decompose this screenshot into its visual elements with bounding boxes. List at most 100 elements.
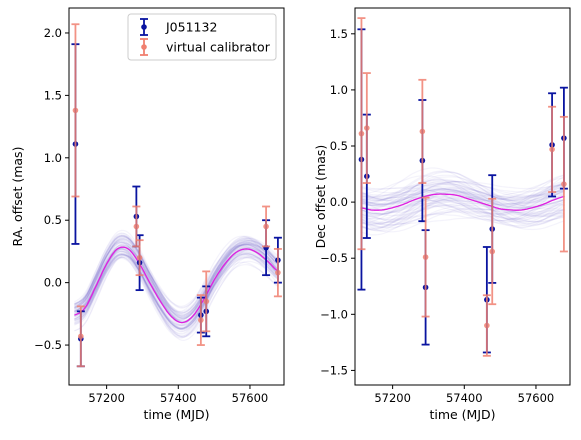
posterior-trace [360,194,565,222]
legend-marker-j051132 [140,18,148,36]
posterior-trace [74,254,279,329]
x-tick-label: 57600 [232,391,269,405]
posterior-trace [74,252,279,330]
axes-frame [354,7,571,386]
posterior-trace [360,208,565,233]
posterior-trace [360,171,565,216]
posterior-trace [360,167,565,211]
y-tick-label: 0.5 [44,213,62,227]
posterior-trace [74,236,279,315]
y-tick-label: 0.0 [44,276,62,290]
posterior-trace [360,183,565,201]
posterior-trace [360,187,565,230]
posterior-trace [74,250,279,330]
posterior-trace [360,186,565,222]
posterior-trace [74,239,279,321]
posterior-trace [360,180,565,211]
posterior-trace [74,243,280,330]
posterior-trace [360,174,565,211]
posterior-trace [74,253,279,330]
posterior-trace [74,235,279,326]
posterior-trace [360,204,565,224]
posterior-trace [360,198,565,236]
posterior-trace [74,238,279,322]
posterior-trace [74,256,279,332]
y-axis-label: RA. offset (mas) [10,147,25,247]
posterior-trace [360,180,565,201]
posterior-trace [360,209,565,226]
posterior-trace [360,189,565,211]
x-axis-label: time (MJD) [429,407,495,422]
x-axis-label: time (MJD) [143,407,209,422]
posterior-trace [74,248,279,339]
posterior-trace [360,205,565,227]
y-tick-label: −0.5 [34,338,62,352]
posterior-trace [74,247,279,329]
posterior-trace [74,235,280,313]
data-point [362,72,371,184]
posterior-trace [360,201,565,220]
posterior-trace [74,253,279,330]
y-tick-label: 1.0 [330,83,348,97]
posterior-samples [74,229,280,342]
posterior-trace [360,176,565,202]
posterior-trace [74,254,279,333]
data-point [559,115,568,253]
posterior-trace [74,241,279,337]
ra-offset-panel: 57200 57400 57600 −0.5 0.0 0.5 1.0 1.5 2.0 time (… [10,7,285,422]
posterior-trace [360,174,565,200]
posterior-trace [360,196,565,215]
posterior-trace [360,181,565,199]
posterior-trace [74,247,279,326]
posterior-trace [360,204,565,221]
posterior-trace [360,183,565,206]
posterior-trace [74,255,279,332]
posterior-trace [74,234,279,316]
posterior-trace [360,208,565,226]
posterior-trace [360,188,565,207]
posterior-trace [74,237,279,313]
posterior-trace [74,253,279,325]
posterior-trace [360,179,565,199]
legend-marker-virtual-calibrator [140,38,148,56]
axes-frame [68,7,285,386]
posterior-trace [360,181,565,200]
posterior-trace [74,232,279,320]
posterior-trace [74,248,279,327]
data-point [548,105,557,193]
posterior-trace [74,235,279,314]
legend-box [127,13,277,61]
posterior-trace [360,199,565,232]
posterior-trace [74,229,279,318]
y-tick-label: 2.0 [44,26,62,40]
posterior-trace [360,183,565,218]
legend-label-virtual-calibrator: virtual calibrator [166,40,271,55]
data-point [196,294,205,346]
posterior-trace [74,246,279,324]
posterior-trace [74,235,279,320]
data-point [357,17,366,251]
posterior-trace [360,188,565,207]
model-curve [74,246,279,324]
posterior-trace [360,192,565,224]
posterior-trace [360,188,565,225]
plot-area [357,17,568,357]
x-tick-label: 57400 [446,391,483,405]
posterior-trace [360,180,565,215]
legend: J051132 virtual calibrator [127,13,277,61]
posterior-trace [360,183,565,205]
x-tick-label: 57200 [374,391,411,405]
posterior-trace [74,256,279,339]
posterior-trace [360,199,565,229]
y-tick-label: 0.5 [330,139,348,153]
data-point [135,239,144,277]
posterior-trace [74,252,279,338]
data-point [418,78,427,184]
x-tick-label: 57600 [518,391,555,405]
posterior-trace [74,243,279,317]
posterior-trace [360,204,565,229]
posterior-trace [74,235,279,319]
data-point [202,270,211,333]
posterior-trace [360,196,565,220]
